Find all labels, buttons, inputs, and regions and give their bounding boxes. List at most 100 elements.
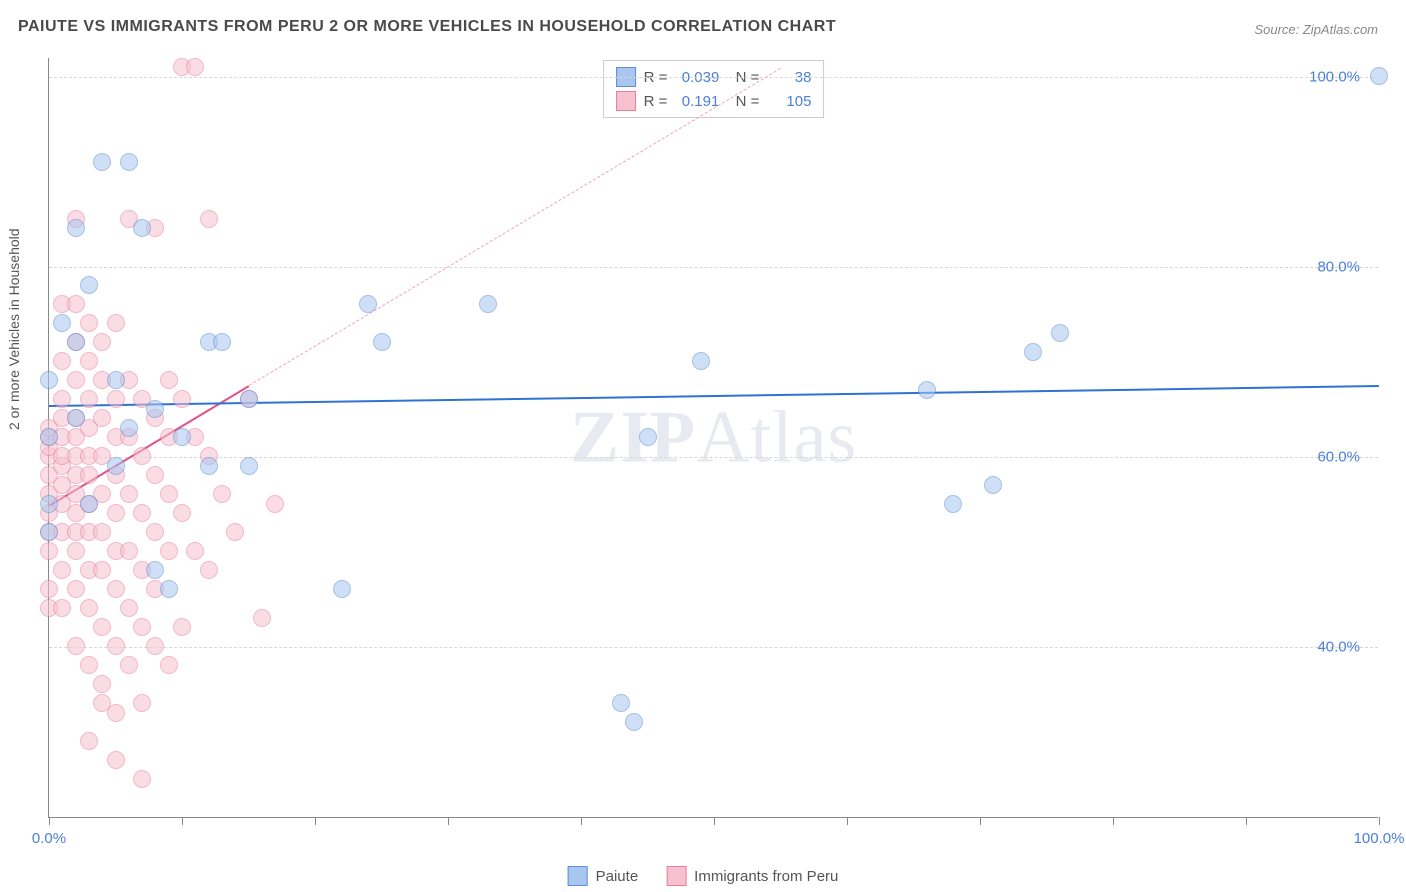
scatter-point-blue [146,400,164,418]
x-tick [49,817,50,825]
y-tick-label: 60.0% [1317,449,1360,466]
scatter-point-pink [133,447,151,465]
legend-swatch-blue [568,866,588,886]
scatter-point-pink [93,675,111,693]
scatter-point-pink [80,314,98,332]
scatter-point-pink [67,295,85,313]
scatter-point-blue [944,495,962,513]
x-tick-label: 0.0% [32,830,66,847]
scatter-point-blue [333,580,351,598]
plot-area: ZIPAtlas R = 0.039 N = 38 R = 0.191 N = … [48,58,1378,818]
scatter-point-blue [173,428,191,446]
scatter-point-blue [359,295,377,313]
scatter-point-pink [67,371,85,389]
chart-title: PAIUTE VS IMMIGRANTS FROM PERU 2 OR MORE… [18,18,836,36]
scatter-point-blue [612,694,630,712]
y-tick-label: 80.0% [1317,259,1360,276]
scatter-point-pink [53,352,71,370]
scatter-point-blue [53,314,71,332]
scatter-point-pink [120,485,138,503]
source-label: Source: ZipAtlas.com [1254,22,1378,37]
series-legend: Paiute Immigrants from Peru [568,866,839,886]
scatter-point-blue [107,457,125,475]
scatter-point-pink [53,599,71,617]
scatter-point-pink [120,599,138,617]
scatter-point-pink [120,656,138,674]
legend-n-label: N = [727,93,759,110]
x-tick [182,817,183,825]
legend-item-pink: Immigrants from Peru [666,866,838,886]
watermark: ZIPAtlas [570,395,858,480]
scatter-point-blue [40,523,58,541]
scatter-point-blue [984,476,1002,494]
scatter-point-pink [107,314,125,332]
scatter-point-pink [53,561,71,579]
scatter-point-pink [133,694,151,712]
scatter-point-pink [200,561,218,579]
scatter-point-pink [40,542,58,560]
scatter-point-blue [373,333,391,351]
correlation-legend: R = 0.039 N = 38 R = 0.191 N = 105 [603,60,825,118]
scatter-point-blue [120,419,138,437]
scatter-point-blue [107,371,125,389]
scatter-point-blue [67,333,85,351]
scatter-point-blue [67,219,85,237]
scatter-point-pink [93,523,111,541]
scatter-point-pink [107,390,125,408]
scatter-point-pink [226,523,244,541]
scatter-point-pink [107,580,125,598]
scatter-point-pink [80,732,98,750]
scatter-point-pink [53,390,71,408]
gridline [49,77,1378,78]
scatter-point-blue [1051,324,1069,342]
scatter-point-blue [160,580,178,598]
scatter-point-blue [240,457,258,475]
scatter-point-pink [80,390,98,408]
scatter-point-pink [80,599,98,617]
scatter-point-blue [1024,343,1042,361]
x-tick [1113,817,1114,825]
scatter-point-pink [133,504,151,522]
scatter-point-blue [67,409,85,427]
scatter-point-pink [107,504,125,522]
scatter-point-pink [160,542,178,560]
scatter-point-pink [173,504,191,522]
x-tick [980,817,981,825]
x-tick [581,817,582,825]
scatter-point-blue [200,457,218,475]
scatter-point-pink [80,656,98,674]
scatter-point-blue [240,390,258,408]
x-tick [1246,817,1247,825]
scatter-point-blue [80,495,98,513]
x-tick [448,817,449,825]
scatter-point-pink [160,485,178,503]
legend-n-pink: 105 [767,93,811,110]
scatter-point-pink [160,371,178,389]
scatter-point-blue [40,371,58,389]
scatter-point-blue [120,153,138,171]
scatter-point-blue [213,333,231,351]
scatter-point-blue [40,428,58,446]
scatter-point-blue [625,713,643,731]
scatter-point-blue [133,219,151,237]
scatter-point-pink [173,390,191,408]
scatter-point-pink [186,58,204,76]
scatter-point-pink [146,523,164,541]
scatter-point-pink [67,637,85,655]
scatter-point-pink [93,561,111,579]
scatter-point-pink [80,466,98,484]
scatter-point-pink [173,618,191,636]
trendline [248,68,781,386]
gridline [49,647,1378,648]
scatter-point-pink [93,409,111,427]
legend-label-blue: Paiute [596,868,639,885]
y-tick-label: 100.0% [1309,69,1360,86]
scatter-point-pink [107,637,125,655]
scatter-point-blue [479,295,497,313]
scatter-point-pink [253,609,271,627]
scatter-point-pink [133,618,151,636]
y-axis-label: 2 or more Vehicles in Household [6,228,22,430]
scatter-point-pink [93,618,111,636]
scatter-point-pink [107,704,125,722]
x-tick [847,817,848,825]
